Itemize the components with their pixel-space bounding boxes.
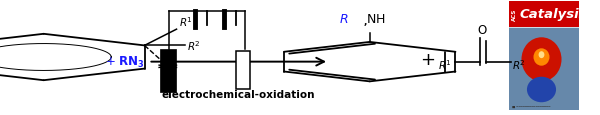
Text: $\mathit{R}^2$: $\mathit{R}^2$ bbox=[512, 58, 526, 71]
Text: ■ ────────────────: ■ ──────────────── bbox=[512, 104, 551, 108]
FancyBboxPatch shape bbox=[509, 28, 580, 110]
Text: $\mathit{R}^1$: $\mathit{R}^1$ bbox=[179, 15, 193, 29]
Text: electrochemical-oxidation: electrochemical-oxidation bbox=[162, 89, 316, 99]
Ellipse shape bbox=[527, 77, 556, 102]
FancyBboxPatch shape bbox=[509, 2, 580, 28]
Text: O: O bbox=[477, 24, 486, 37]
Text: $_{\mathbf{,}}$NH: $_{\mathbf{,}}$NH bbox=[363, 12, 386, 28]
Text: Catalysis: Catalysis bbox=[520, 8, 587, 21]
FancyBboxPatch shape bbox=[160, 49, 176, 92]
Ellipse shape bbox=[539, 52, 544, 59]
FancyBboxPatch shape bbox=[236, 52, 250, 90]
Ellipse shape bbox=[533, 49, 550, 66]
Text: $\mathit{R}$: $\mathit{R}$ bbox=[340, 12, 349, 25]
Text: ACS: ACS bbox=[512, 9, 517, 21]
Ellipse shape bbox=[521, 38, 562, 82]
Text: +: + bbox=[421, 51, 436, 69]
Text: $+\ \mathbf{RN_3}$: $+\ \mathbf{RN_3}$ bbox=[105, 55, 145, 70]
Text: $\mathit{R}^2$: $\mathit{R}^2$ bbox=[187, 39, 201, 53]
Text: $\mathit{R}^1$: $\mathit{R}^1$ bbox=[438, 58, 452, 71]
